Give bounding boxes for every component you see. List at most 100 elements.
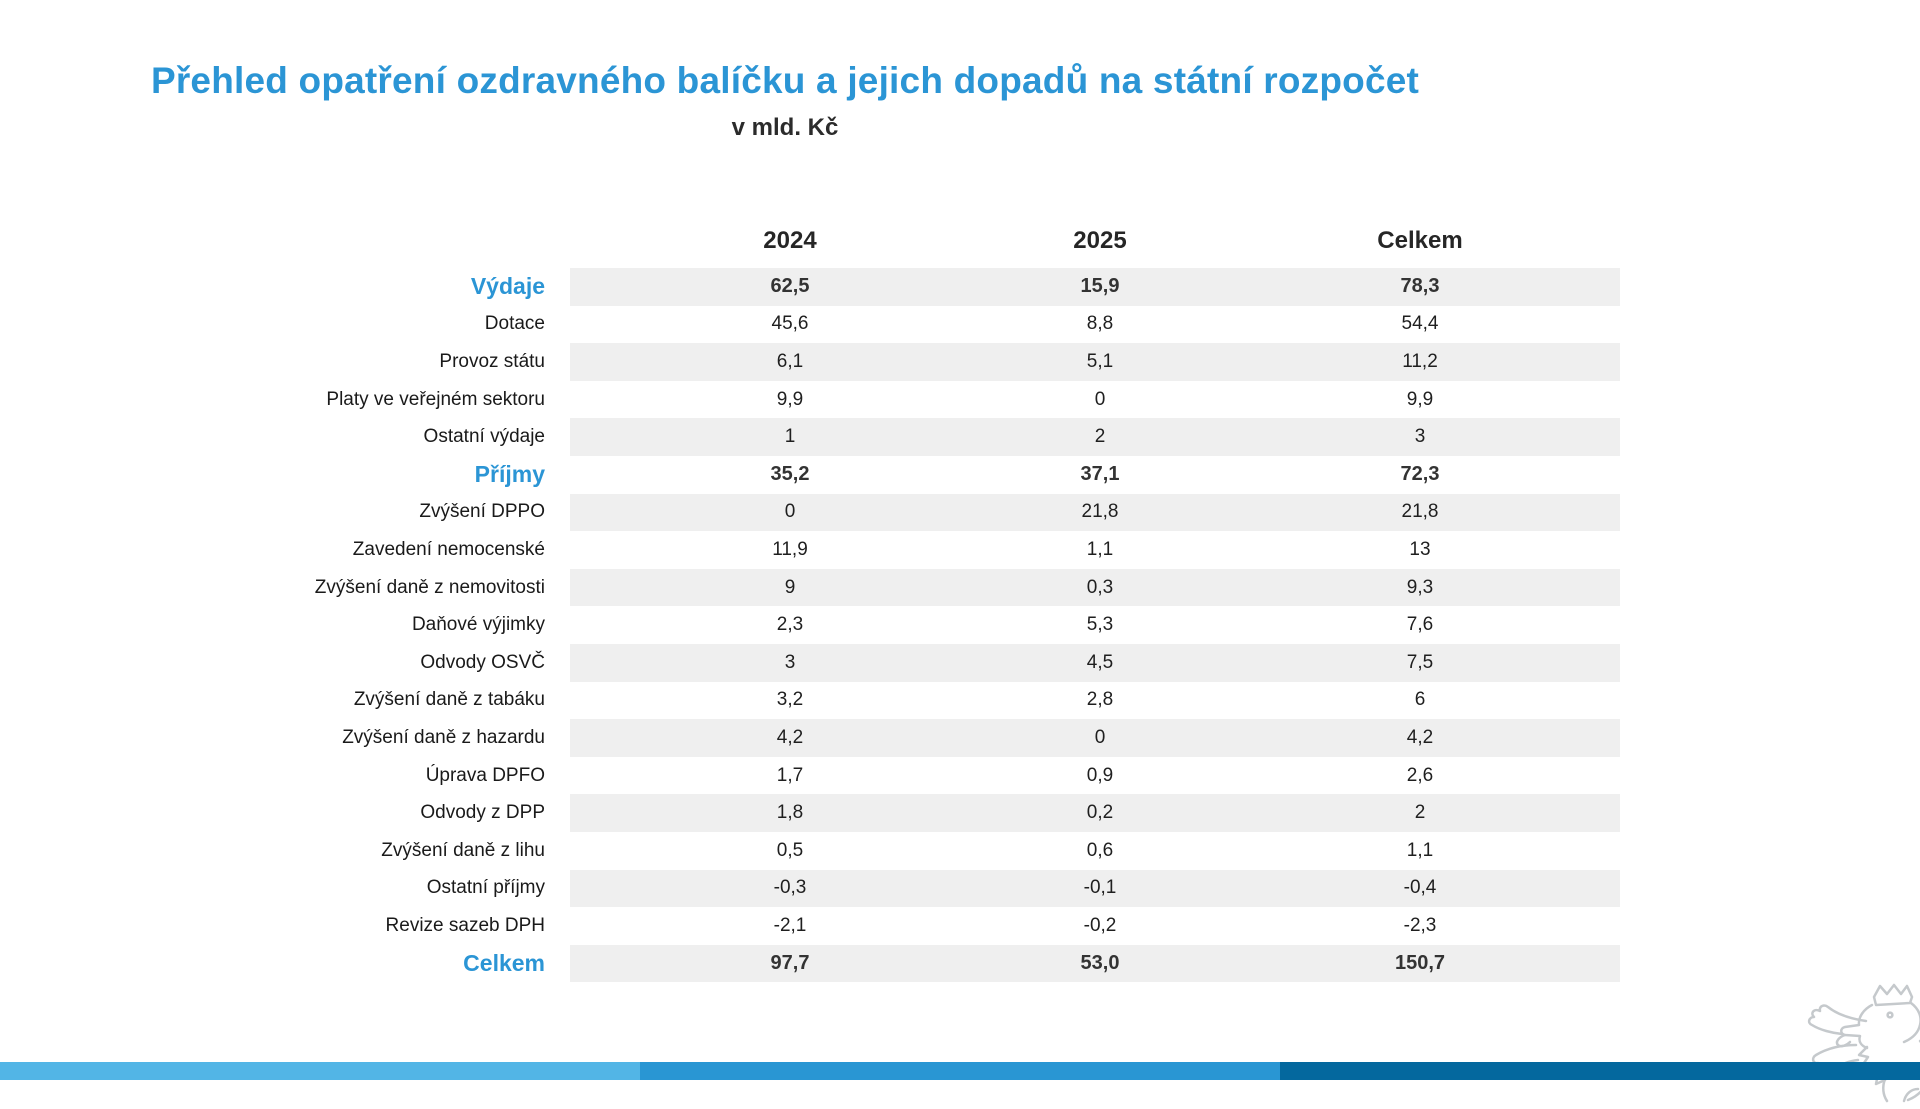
row-value-2024: 3,2: [776, 689, 804, 711]
row-values: 9,9 0 9,9: [570, 381, 1620, 419]
row-value-2024: 6,1: [776, 350, 804, 372]
table-row: Daňové výjimky 2,3 5,3 7,6: [0, 606, 1620, 644]
footer-bar-dark: [1280, 1062, 1920, 1080]
row-value-total: 2: [1414, 802, 1426, 824]
table-row: Provoz státu 6,1 5,1 11,2: [0, 343, 1620, 381]
row-label: Ostatní výdaje: [423, 426, 545, 448]
row-value-total: 9,9: [1406, 388, 1434, 410]
row-value-total: 11,2: [1402, 350, 1438, 372]
slide: { "page": { "title": "Přehled opatření o…: [0, 60, 1920, 1103]
row-value-2025: 0,6: [1086, 839, 1114, 861]
row-label: Zavedení nemocenské: [352, 538, 545, 560]
row-value-total: 7,5: [1406, 651, 1434, 673]
row-values: 1 2 3: [570, 418, 1620, 456]
budget-table: 2024 2025 Celkem Výdaje 62,5 15,9 78,3 D…: [0, 214, 1620, 983]
row-value-total: 9,3: [1406, 576, 1434, 598]
row-values: -0,3 -0,1 -0,4: [570, 869, 1620, 908]
table-row: Výdaje 62,5 15,9 78,3: [0, 268, 1620, 306]
table-row: Ostatní výdaje 1 2 3: [0, 418, 1620, 456]
row-values: 45,6 8,8 54,4: [570, 306, 1620, 344]
table-row: Dotace 45,6 8,8 54,4: [0, 306, 1620, 344]
row-label: Výdaje: [470, 273, 545, 300]
row-value-2025: 0,9: [1086, 764, 1114, 786]
row-value-2024: 1,7: [776, 764, 804, 786]
row-value-2024: 11,9: [772, 538, 808, 560]
table-row: Úprava DPFO 1,7 0,9 2,6: [0, 757, 1620, 795]
row-value-2024: 1,8: [776, 802, 804, 824]
row-label: Ostatní příjmy: [426, 877, 545, 899]
row-value-2024: 62,5: [770, 275, 810, 298]
row-value-2025: 0,2: [1086, 802, 1114, 824]
row-values: -2,1 -0,2 -2,3: [570, 907, 1620, 945]
table-row: Zvýšení daně z nemovitosti 9 0,3 9,3: [0, 568, 1620, 607]
row-values: 3 4,5 7,5: [570, 643, 1620, 682]
row-label: Platy ve veřejném sektoru: [326, 388, 545, 410]
row-label: Dotace: [484, 313, 545, 335]
row-value-total: 3: [1414, 426, 1426, 448]
row-value-total: 2,6: [1406, 764, 1434, 786]
table-row: Platy ve veřejném sektoru 9,9 0 9,9: [0, 381, 1620, 419]
row-value-2025: 5,3: [1086, 614, 1114, 636]
row-values: 1,7 0,9 2,6: [570, 757, 1620, 795]
row-values: 4,2 0 4,2: [570, 719, 1620, 757]
table-row: Odvody OSVČ 3 4,5 7,5: [0, 643, 1620, 682]
row-value-2025: 37,1: [1080, 463, 1120, 486]
row-value-total: 54,4: [1401, 313, 1439, 335]
row-value-total: 150,7: [1394, 951, 1446, 974]
row-values: 2,3 5,3 7,6: [570, 606, 1620, 644]
row-value-2025: 5,1: [1086, 350, 1114, 372]
table-row: Ostatní příjmy -0,3 -0,1 -0,4: [0, 869, 1620, 908]
row-values: 97,7 53,0 150,7: [570, 944, 1620, 983]
row-value-2024: 2,3: [776, 614, 804, 636]
row-value-2024: 1: [784, 426, 796, 448]
row-value-total: 13: [1409, 538, 1431, 560]
row-value-2025: 0: [1094, 388, 1106, 410]
row-value-2025: -0,1: [1083, 877, 1117, 899]
row-value-total: 6: [1414, 689, 1426, 711]
header-values: 2024 2025 Celkem: [570, 214, 1620, 268]
row-value-total: 21,8: [1401, 501, 1439, 523]
row-value-2024: 4,2: [776, 726, 804, 748]
row-label: Revize sazeb DPH: [385, 914, 545, 936]
table-row: Odvody z DPP 1,8 0,2 2: [0, 794, 1620, 832]
row-values: 3,2 2,8 6: [570, 682, 1620, 720]
table-row: Zvýšení daně z hazardu 4,2 0 4,2: [0, 719, 1620, 757]
row-values: 35,2 37,1 72,3: [570, 456, 1620, 494]
row-value-total: 1,1: [1406, 839, 1434, 861]
row-values: 0 21,8 21,8: [570, 493, 1620, 532]
page-title: Přehled opatření ozdravného balíčku a je…: [150, 60, 1420, 101]
row-value-2025: 0,3: [1086, 576, 1114, 598]
row-value-2024: 9: [784, 576, 796, 598]
column-header-2025: 2025: [1073, 227, 1127, 254]
row-value-2024: 0,5: [776, 839, 804, 861]
czech-lion-icon: [1778, 982, 1920, 1109]
row-value-2025: 2,8: [1086, 689, 1114, 711]
row-value-2024: 0: [784, 501, 796, 523]
row-label: Provoz státu: [439, 350, 545, 372]
row-values: 1,8 0,2 2: [570, 794, 1620, 832]
table-row: Příjmy 35,2 37,1 72,3: [0, 456, 1620, 494]
page-subtitle: v mld. Kč: [731, 114, 839, 141]
row-values: 6,1 5,1 11,2: [570, 343, 1620, 381]
row-label: Zvýšení daně z lihu: [381, 839, 545, 861]
row-values: 9 0,3 9,3: [570, 568, 1620, 607]
subtitle-block: v mld. Kč: [0, 114, 1570, 142]
title-block: Přehled opatření ozdravného balíčku a je…: [0, 60, 1570, 102]
row-values: 11,9 1,1 13: [570, 531, 1620, 569]
row-label: Úprava DPFO: [425, 764, 545, 786]
row-value-total: 78,3: [1400, 275, 1440, 298]
row-value-2024: 45,6: [771, 313, 809, 335]
row-label: Zvýšení daně z tabáku: [353, 689, 545, 711]
table-row: Zavedení nemocenské 11,9 1,1 13: [0, 531, 1620, 569]
table-row: Zvýšení daně z tabáku 3,2 2,8 6: [0, 682, 1620, 720]
row-label: Daňové výjimky: [411, 614, 545, 636]
row-value-total: 7,6: [1406, 614, 1434, 636]
row-label: Zvýšení DPPO: [419, 501, 545, 523]
row-value-total: -0,4: [1403, 877, 1437, 899]
row-label: Příjmy: [474, 461, 545, 488]
row-value-2025: 2: [1094, 426, 1106, 448]
footer-bar-medium: [640, 1062, 1280, 1080]
row-value-total: 4,2: [1406, 726, 1434, 748]
footer-bar-light: [0, 1062, 640, 1080]
row-value-2024: -0,3: [773, 877, 807, 899]
